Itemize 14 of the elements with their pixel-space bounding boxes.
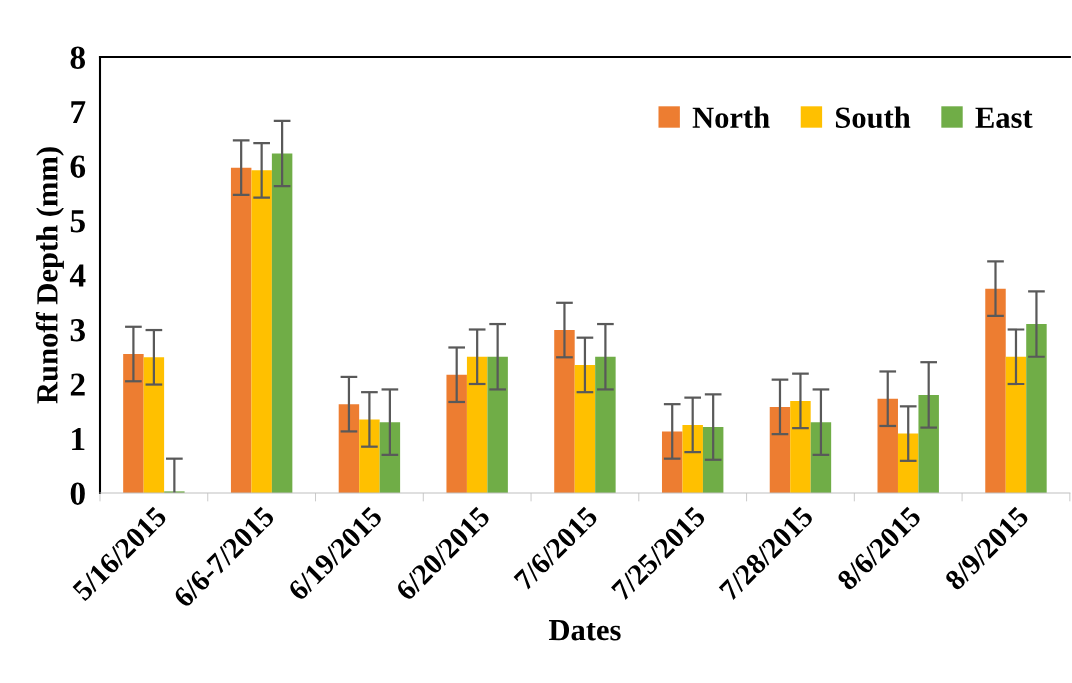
y-tick-label: 4	[69, 264, 86, 287]
y-axis-title: Runoff Depth (mm)	[35, 147, 64, 404]
y-tick-label: 1	[72, 428, 85, 451]
y-tick-label: 6	[70, 155, 86, 178]
y-tick-label: 3	[70, 318, 85, 342]
y-tick-label: 2	[70, 373, 85, 396]
y-tick-label: 8	[70, 46, 86, 69]
legend-label: South	[835, 106, 911, 129]
y-tick-label: 0	[70, 482, 85, 505]
legend-label: East	[975, 107, 1033, 128]
x-axis-title: Dates	[548, 620, 621, 641]
legend-label: North	[692, 106, 770, 128]
y-tick-label: 5	[70, 210, 85, 233]
y-tick-label: 7	[71, 101, 86, 124]
